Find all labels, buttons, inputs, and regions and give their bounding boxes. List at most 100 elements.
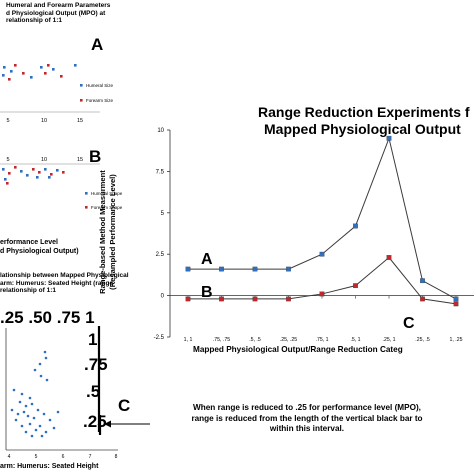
panel-c-title-line: lationship between Mapped Physiological	[0, 272, 129, 279]
series-point-B	[286, 296, 291, 302]
panel-c-point	[39, 374, 43, 378]
panel-c-title-line: arm: Humerus: Seated Height (range	[0, 279, 114, 287]
series-point-A	[319, 251, 325, 257]
panel-c-x-tick: 8	[115, 454, 118, 460]
panel-c-point	[52, 426, 56, 430]
panel-c-point	[20, 424, 24, 428]
series-point-B	[420, 296, 425, 302]
series-point-B	[386, 255, 392, 260]
series-point-B	[319, 291, 325, 297]
main-x-tick-label: .75, .75	[213, 337, 230, 343]
series-point-A	[453, 296, 459, 302]
panel-c-point	[48, 418, 52, 422]
main-y-tick-label: 5	[161, 211, 165, 217]
series-point-B	[252, 296, 258, 302]
main-chart-title-line: Mapped Physiological Output	[264, 121, 461, 137]
panel-b-legend-label: Forearm Shape	[91, 205, 123, 210]
panel-c-point	[10, 408, 14, 412]
series-line-A	[188, 136, 457, 300]
panel-c-point	[16, 412, 20, 416]
series-point-A	[353, 223, 358, 229]
panel-c-point	[24, 404, 28, 408]
panel-b-x-tick: 15	[77, 157, 83, 163]
panel-a-letter: A	[91, 35, 104, 54]
main-x-tick-label: .25, .25	[280, 337, 297, 343]
panel-c-point	[56, 410, 60, 414]
panel-b-point	[6, 182, 9, 185]
panel-c-point	[18, 400, 22, 404]
panel-a-legend-swatch	[80, 99, 83, 102]
annotation-line: range is reduced from the length of the …	[191, 413, 423, 423]
panel-c-xlabel: arm: Humerus: Seated Height	[0, 463, 99, 470]
range-label-75: .75	[84, 355, 108, 374]
panel-c-point	[40, 434, 44, 438]
panel-c-point	[43, 350, 47, 354]
panel-b-point	[32, 168, 35, 171]
main-y-tick-label: 0	[161, 294, 165, 300]
panel-c-point	[44, 430, 48, 434]
panel-a-point	[47, 64, 50, 67]
panel-c-point	[24, 430, 28, 434]
panel-a-title-line: Humeral and Forearm Parameters	[6, 2, 111, 9]
panel-a-legend-swatch	[80, 84, 83, 87]
main-y-tick-label: 10	[157, 128, 164, 134]
panel-c-title: lationship between Mapped Physiological …	[0, 272, 129, 295]
panel-a-x-tick: 10	[41, 118, 47, 124]
panel-c-point	[32, 416, 36, 420]
panel-b-letter: B	[89, 147, 102, 166]
top-tick: .75	[56, 308, 81, 327]
panel-c-point	[26, 414, 30, 418]
panel-b-x-tick: 10	[41, 157, 47, 163]
panel-a-point	[52, 68, 55, 71]
main-x-tick-label: .25, .5	[415, 337, 430, 343]
panel-c-point	[30, 402, 34, 406]
panel-b-legend-swatch	[85, 206, 88, 209]
panel-c-point	[38, 424, 42, 428]
panel-c-point	[20, 392, 24, 396]
series-point-A	[252, 266, 258, 272]
panel-c-point	[12, 388, 16, 392]
main-chart-title: Range Reduction Experiments f Mapped Phy…	[258, 104, 470, 138]
panel-b-point	[8, 172, 11, 175]
panel-b-point	[4, 178, 7, 181]
panel-a-x-tick: 5	[6, 118, 9, 124]
panel-c-x-tick: 7	[89, 454, 92, 460]
panel-c-x-tick: 6	[62, 454, 65, 460]
main-x-tick-label: .5, .5	[249, 337, 261, 343]
annotation-b: B	[201, 284, 213, 301]
panel-b-legend-swatch	[85, 192, 88, 195]
panel-c-point	[42, 412, 46, 416]
panel-b-xlabel-line: d Physiological Output)	[0, 248, 79, 255]
series-point-B	[219, 296, 224, 302]
panel-b-point	[2, 168, 5, 171]
series-point-A	[286, 266, 291, 272]
panel-a-point	[2, 74, 5, 77]
series-point-A	[185, 266, 191, 272]
panel-b-xlabel: erformance Level d Physiological Output)	[0, 238, 79, 256]
panel-c-x-tick: 4	[8, 454, 11, 460]
panel-c-point	[36, 408, 40, 412]
panel-c-point	[30, 434, 34, 438]
top-tick: .50	[28, 308, 53, 327]
panel-c-x-tick: 5	[35, 454, 38, 460]
panel-c-point	[38, 362, 42, 366]
panel-c-title-line: relationship of 1:1	[0, 287, 56, 294]
main-x-tick-label: .75, 1	[316, 337, 329, 343]
annotation-c: C	[403, 315, 415, 332]
panel-b-point	[26, 174, 29, 177]
panel-c-annotation: When range is reduced to .25 for perform…	[150, 403, 464, 435]
series-point-A	[219, 266, 224, 272]
panel-a-point	[8, 78, 11, 81]
top-tick: .25	[0, 308, 24, 327]
main-y-tick-label: 7.5	[156, 169, 165, 175]
panel-b-point	[38, 171, 41, 174]
range-label-1: 1	[88, 330, 98, 349]
main-chart-title-line: Range Reduction Experiments f	[258, 104, 470, 120]
annotation-line: When range is reduced to .25 for perform…	[193, 403, 421, 412]
annotation-arrowhead	[104, 420, 111, 428]
panel-b-x-tick: 5	[6, 157, 9, 163]
main-x-tick-label: .5, 1	[350, 337, 360, 343]
panel-b-point	[62, 171, 65, 174]
top-tick: 1	[85, 308, 95, 327]
